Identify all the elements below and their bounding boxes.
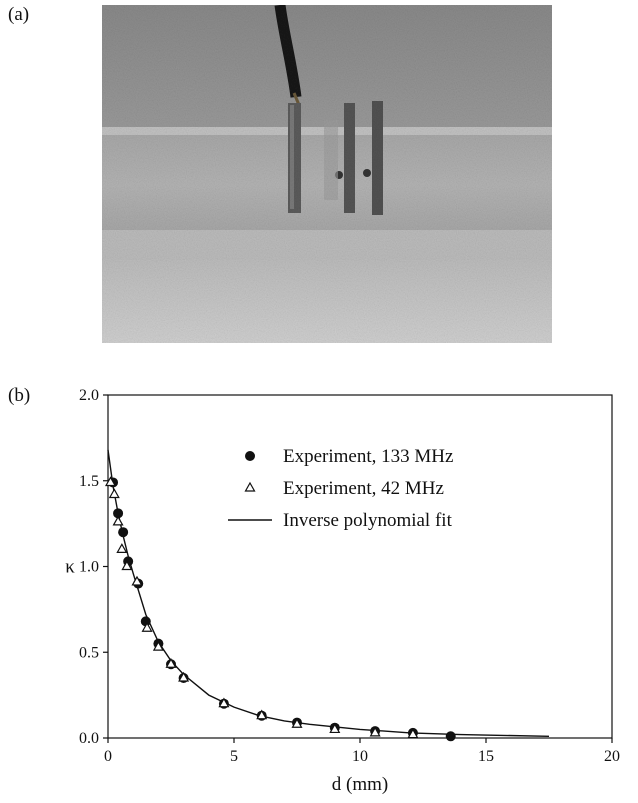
y-tick-label: 1.5	[79, 473, 99, 490]
legend: Experiment, 133 MHz Experiment, 42 MHz Inv…	[228, 446, 453, 531]
panel-label-b: (b)	[8, 385, 31, 406]
point-42mhz	[121, 560, 133, 571]
point-133mhz	[113, 508, 124, 519]
axis-ticks: 0 5 10 15 20 0.0 0.5 1.0 1.5 2.0	[79, 387, 620, 765]
y-tick-label: 2.0	[79, 387, 99, 404]
legend-label: Experiment, 42 MHz	[283, 478, 444, 499]
point-42mhz	[112, 515, 124, 526]
point-42mhz	[256, 709, 268, 720]
y-tick-label: 0.0	[79, 730, 99, 747]
point-42mhz	[116, 543, 128, 553]
point-42mhz	[329, 723, 341, 734]
point-42mhz	[141, 622, 153, 632]
point-42mhz	[108, 488, 120, 499]
point-42mhz	[218, 697, 230, 708]
point-42mhz	[369, 726, 381, 737]
y-tick-label: 1.0	[79, 559, 99, 576]
point-133mhz	[445, 731, 456, 742]
x-tick-label: 10	[352, 748, 368, 765]
y-tick-label: 0.5	[79, 644, 99, 661]
electrode-photo	[102, 5, 552, 343]
y-axis-label: κ	[65, 557, 75, 578]
legend-label: Experiment, 133 MHz	[283, 446, 453, 467]
x-tick-label: 20	[604, 748, 620, 765]
point-42mhz	[152, 640, 164, 651]
point-133mhz	[118, 527, 129, 538]
point-42mhz	[291, 718, 303, 728]
point-42mhz	[131, 575, 143, 586]
data-markers	[104, 476, 456, 742]
point-42mhz	[104, 476, 117, 487]
x-tick-label: 0	[104, 748, 112, 765]
legend-marker-42mhz	[244, 481, 256, 492]
x-axis-label: d (mm)	[332, 774, 388, 795]
point-42mhz	[165, 658, 177, 668]
legend-marker-133mhz	[245, 451, 255, 461]
kappa-vs-distance-chart: 0 5 10 15 20 0.0 0.5 1.0 1.5 2.0 Experiment, 133 …	[65, 387, 620, 795]
point-42mhz	[178, 671, 190, 682]
panel-label-a: (a)	[8, 4, 30, 25]
legend-label: Inverse polynomial fit	[283, 510, 453, 531]
point-42mhz	[407, 728, 419, 739]
point-133mhz	[140, 616, 151, 627]
x-tick-label: 15	[478, 748, 494, 765]
x-tick-label: 5	[230, 748, 238, 765]
